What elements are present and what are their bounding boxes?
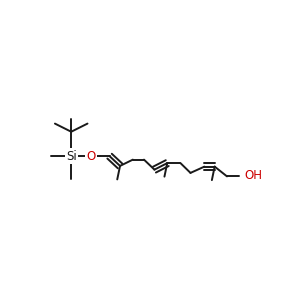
Text: OH: OH (244, 169, 262, 182)
Text: O: O (86, 150, 96, 163)
Text: Si: Si (66, 150, 76, 163)
